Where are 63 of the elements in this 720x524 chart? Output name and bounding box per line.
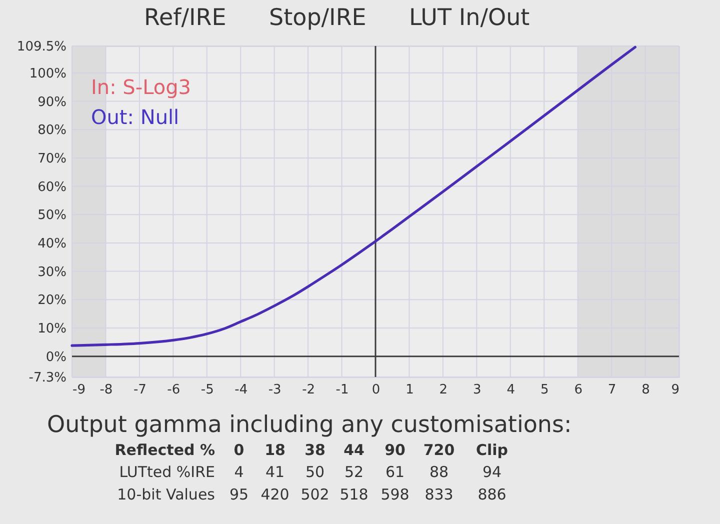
text: 38	[304, 441, 326, 459]
y-tick-label: 70%	[38, 151, 66, 166]
y-tick-label: 0%	[46, 350, 66, 365]
text: Ref/IRE	[144, 5, 226, 31]
text: 94	[482, 463, 502, 481]
text: Stop/IRE	[269, 5, 366, 31]
annotation: Out: Null	[91, 105, 180, 129]
text: Clip	[476, 441, 508, 459]
text: 88	[429, 463, 449, 481]
y-tick-label: -7.3%	[28, 370, 66, 386]
x-tick-label: -5	[200, 382, 214, 398]
x-tick-label: -4	[234, 382, 248, 398]
text: 502	[300, 486, 330, 504]
text: 833	[424, 486, 454, 504]
text: 50	[305, 463, 325, 481]
text: 90	[384, 441, 406, 459]
x-tick-label: 0	[372, 382, 380, 398]
x-tick-label: 2	[439, 382, 448, 398]
x-tick-label: -7	[133, 382, 146, 398]
text: Output gamma including any customisations:	[47, 412, 572, 438]
text: 52	[344, 463, 364, 481]
y-tick-label: 80%	[38, 123, 66, 138]
text: 18	[264, 441, 286, 459]
annotation: In: S-Log3	[91, 75, 192, 99]
y-tick-label: 40%	[38, 236, 66, 252]
line-series	[70, 46, 636, 347]
y-tick-label: 20%	[38, 293, 66, 308]
y-tick-label: 100%	[29, 66, 66, 82]
y-tick-label: 30%	[38, 264, 66, 280]
y-tick-label: 10%	[38, 321, 66, 336]
x-tick-label: 5	[540, 382, 549, 398]
text: 886	[478, 486, 506, 504]
x-tick-label: -3	[268, 382, 282, 398]
text: 41	[265, 463, 285, 481]
x-tick-label: 8	[642, 382, 650, 398]
x-tick-label: 7	[608, 382, 616, 398]
text: 95	[229, 486, 249, 504]
text: 61	[385, 463, 405, 481]
text: 44	[344, 441, 364, 459]
text: 10-bit Values	[117, 486, 216, 504]
x-tick-label: 6	[574, 382, 582, 398]
x-tick-label: -8	[100, 382, 113, 398]
text: 518	[340, 486, 368, 504]
x-tick-label: -2	[302, 382, 316, 398]
text: 598	[380, 486, 410, 504]
text: Reflected %	[114, 441, 215, 459]
y-tick-label: 90%	[38, 94, 66, 110]
y-tick-label: 50%	[38, 208, 66, 224]
text: 0	[234, 441, 244, 459]
x-tick-label: 3	[473, 382, 482, 398]
x-tick-label: 1	[406, 382, 414, 398]
text: 720	[423, 441, 455, 459]
y-tick-label: 60%	[38, 180, 66, 195]
x-tick-label: 4	[506, 382, 516, 398]
y-tick-label: 109.5%	[16, 40, 66, 54]
text: LUT In/Out	[409, 5, 530, 31]
text: LUTted %IRE	[119, 463, 215, 481]
x-tick-label: -6	[167, 382, 180, 398]
x-tick-label: -9	[72, 382, 86, 398]
x-tick-label: -1	[336, 382, 349, 398]
text: 420	[260, 486, 290, 504]
x-tick-label: 9	[671, 382, 680, 398]
text: 4	[234, 463, 244, 481]
